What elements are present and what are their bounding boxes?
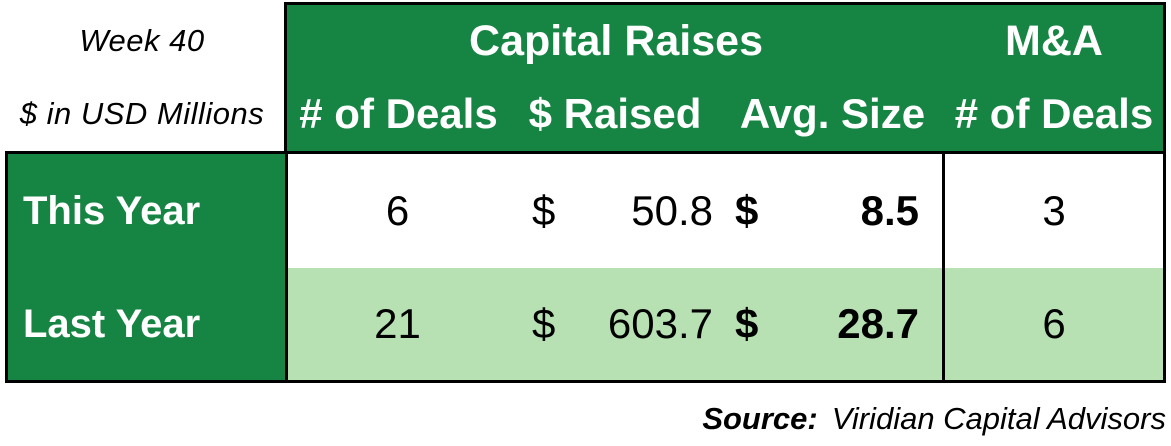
source-text: Viridian Capital Advisors (831, 401, 1166, 436)
currency-symbol: $ (735, 300, 759, 347)
cell-this-year-raised: $ 50.8 (507, 154, 717, 268)
column-header-num-deals: # of Deals (299, 90, 498, 137)
cell-last-year-ma-num-deals: 6 (942, 268, 1163, 380)
row-label-this-year: This Year (8, 154, 288, 268)
table-row-this-year: This Year 6 $ 50.8 $ 8.5 3 (8, 154, 1163, 268)
row-label-last-year: Last Year (8, 268, 288, 380)
table-header: Capital Raises M&A # of Deals $ Raised A… (284, 2, 1166, 151)
cell-this-year-ma-num-deals: 3 (942, 154, 1163, 268)
source-label: Source: (702, 401, 818, 436)
cell-last-year-raised: $ 603.7 (507, 268, 717, 380)
cell-last-year-avg-size: $ 28.7 (717, 268, 942, 380)
avg-size-value: 8.5 (860, 187, 919, 234)
currency-symbol: $ (532, 300, 556, 347)
source-line: Source: Viridian Capital Advisors (266, 398, 1166, 440)
header-columns-row: # of Deals $ Raised Avg. Size # of Deals (287, 77, 1163, 151)
raised-value: 50.8 (631, 187, 713, 234)
raised-value: 603.7 (607, 300, 713, 347)
header-group-row: Capital Raises M&A (287, 5, 1163, 77)
table-meta: Week 40 $ in USD Millions (0, 4, 284, 151)
header-capital-raises: Capital Raises (469, 16, 763, 65)
currency-symbol: $ (532, 187, 556, 234)
table-row-last-year: Last Year 21 $ 603.7 $ 28.7 6 (8, 268, 1163, 380)
currency-symbol: $ (735, 187, 759, 234)
column-header-raised: $ Raised (528, 90, 702, 137)
avg-size-value: 28.7 (837, 300, 919, 347)
units-label: $ in USD Millions (19, 96, 265, 132)
week-label: Week 40 (79, 22, 205, 58)
cell-last-year-num-deals: 21 (374, 300, 421, 347)
header-ma: M&A (1005, 16, 1103, 65)
cell-this-year-num-deals: 6 (385, 187, 410, 234)
data-table: This Year 6 $ 50.8 $ 8.5 3 Last Year 21 … (5, 151, 1166, 383)
cell-this-year-avg-size: $ 8.5 (717, 154, 942, 268)
column-header-ma-num-deals: # of Deals (954, 90, 1154, 137)
column-header-avg-size: Avg. Size (739, 90, 926, 137)
